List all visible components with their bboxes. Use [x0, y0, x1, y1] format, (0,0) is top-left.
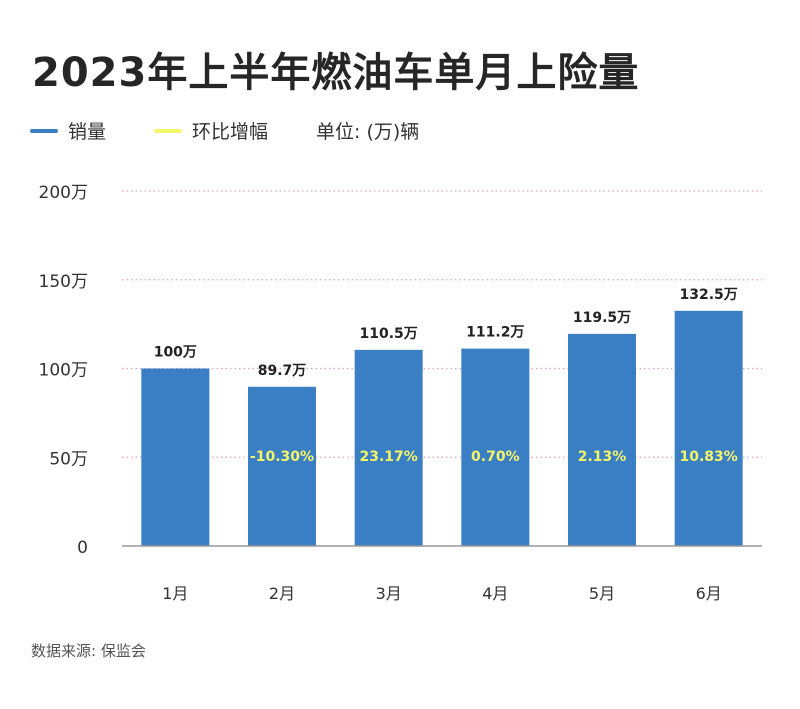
bar	[141, 368, 210, 546]
legend-label-growth: 环比增幅	[192, 121, 269, 143]
growth-label: -10.30%	[250, 449, 314, 465]
bar-value-label: 89.7万	[258, 363, 307, 379]
x-tick-label: 1月	[162, 584, 188, 603]
growth-label: 0.70%	[471, 449, 520, 465]
growth-label: 23.17%	[360, 449, 418, 465]
y-tick-label: 0	[77, 538, 88, 558]
unit-label: 单位: (万)辆	[316, 121, 420, 143]
legend-item-growth: 环比增幅	[154, 117, 268, 144]
bar	[354, 349, 423, 546]
legend-swatch-sales	[30, 128, 58, 133]
bar-value-label: 110.5万	[360, 326, 418, 342]
legend-swatch-growth	[154, 128, 183, 133]
bar-value-label: 119.5万	[573, 310, 631, 326]
legend-item-sales: 销量	[30, 117, 106, 144]
x-tick-label: 2月	[269, 584, 295, 603]
x-tick-label: 5月	[589, 584, 615, 603]
y-tick-label: 50万	[49, 449, 88, 469]
y-tick-label: 150万	[39, 272, 88, 292]
bar	[248, 386, 316, 546]
growth-label: 10.83%	[680, 449, 738, 465]
bar	[461, 348, 530, 546]
legend: 销量 环比增幅 单位: (万)辆	[30, 117, 419, 144]
x-tick-label: 4月	[482, 584, 508, 603]
x-tick-label: 6月	[696, 584, 722, 603]
growth-label: 2.13%	[578, 449, 627, 465]
bar	[674, 310, 743, 546]
x-tick-label: 3月	[376, 584, 402, 603]
chart-title: 2023年上半年燃油车单月上险量	[32, 50, 640, 96]
bar-value-label: 111.2万	[466, 325, 524, 341]
legend-label-sales: 销量	[68, 121, 107, 143]
data-source: 数据来源: 保监会	[31, 642, 146, 660]
bar-value-label: 132.5万	[680, 287, 738, 303]
bar	[568, 333, 636, 546]
y-tick-label: 100万	[39, 361, 88, 381]
y-tick-label: 200万	[39, 183, 88, 203]
bar-value-label: 100万	[154, 345, 197, 361]
